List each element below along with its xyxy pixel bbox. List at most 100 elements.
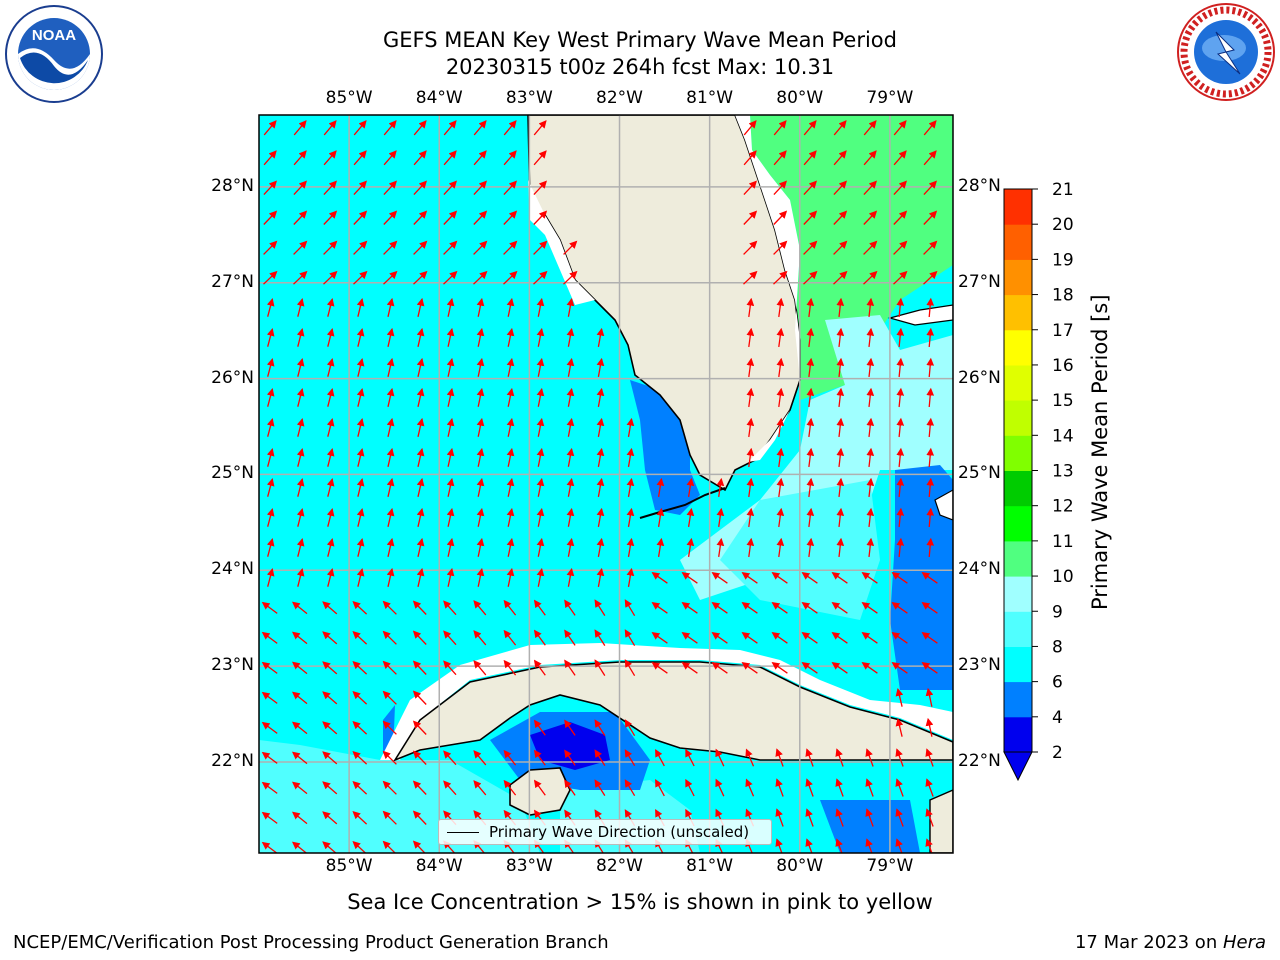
wave-arrow <box>594 629 606 646</box>
wave-arrow <box>716 537 725 557</box>
wave-arrow <box>801 662 818 674</box>
wave-arrow <box>564 749 576 766</box>
wave-arrow <box>356 568 365 587</box>
colorbar-segment <box>1004 576 1032 612</box>
wave-arrow <box>356 448 365 467</box>
wave-arrow <box>596 327 605 348</box>
lat-label-right: 22°N <box>958 750 1001 771</box>
wave-arrow <box>503 659 517 676</box>
wave-arrow <box>803 270 818 285</box>
wave-arrow <box>323 120 337 136</box>
wave-arrow <box>656 507 665 528</box>
wave-arrow <box>382 600 397 615</box>
wave-arrow <box>746 507 755 527</box>
wave-arrow <box>326 538 335 557</box>
wave-arrow <box>865 748 874 767</box>
noaa-logo-text: NOAA <box>32 27 76 44</box>
lon-label-top: 79°W <box>866 88 914 108</box>
wave-arrow <box>835 748 844 767</box>
wave-arrow <box>473 660 487 676</box>
wave-arrow <box>835 838 843 853</box>
wave-arrow <box>716 507 725 527</box>
wave-arrow <box>563 270 578 285</box>
wave-arrow <box>413 270 428 285</box>
colorbar <box>1003 188 1033 782</box>
wave-arrow <box>746 447 755 467</box>
wave-arrow <box>711 602 728 614</box>
colorbar-tick-label: 13 <box>1052 462 1074 482</box>
wave-arrow <box>715 748 725 767</box>
wave-arrow <box>291 811 308 825</box>
wave-arrow <box>776 387 785 407</box>
wave-arrow <box>386 507 395 527</box>
wave-arrow <box>925 808 934 827</box>
wave-arrow <box>566 537 575 557</box>
wave-arrow <box>773 150 787 166</box>
wave-arrow <box>506 537 515 557</box>
wave-arrow <box>891 602 908 614</box>
wave-arrow <box>386 537 395 557</box>
wave-arrow <box>322 811 338 825</box>
wave-arrow <box>831 632 848 644</box>
colorbar-segment <box>1004 435 1032 471</box>
wave-arrow <box>836 327 845 347</box>
wave-arrow <box>863 180 877 196</box>
wave-arrow <box>923 270 938 285</box>
wave-arrow <box>536 357 545 377</box>
wave-arrow <box>835 808 844 827</box>
wave-arrow <box>352 631 368 645</box>
wave-arrow <box>446 387 455 407</box>
wave-arrow <box>503 749 517 766</box>
wave-arrow <box>564 599 576 616</box>
wave-arrow <box>356 298 365 317</box>
contour-region-blue-flkeys <box>630 380 700 515</box>
wave-arrow <box>626 567 635 588</box>
wave-arrow <box>711 662 728 674</box>
wave-arrow <box>413 180 427 196</box>
wave-arrow <box>446 447 455 467</box>
wave-arrow <box>865 778 874 797</box>
wave-arrow <box>563 240 578 255</box>
wave-arrow <box>382 720 397 735</box>
lat-label-left: 23°N <box>211 655 254 676</box>
lat-label-right: 23°N <box>958 655 1001 676</box>
wave-arrow <box>443 210 458 225</box>
wave-arrow <box>353 150 367 166</box>
wave-arrow <box>833 150 847 166</box>
wave-arrow <box>473 750 487 766</box>
wave-arrow <box>413 240 428 255</box>
colorbar-label: Primary Wave Mean Period [s] <box>1088 294 1112 610</box>
wave-arrow <box>263 180 277 196</box>
colorbar-tick-label: 6 <box>1052 673 1063 693</box>
wave-arrow <box>861 662 878 674</box>
legend-line-sample <box>447 831 479 833</box>
colorbar-segment <box>1004 646 1032 683</box>
wave-arrow <box>473 210 488 225</box>
wave-arrow <box>805 748 814 767</box>
wave-arrow <box>383 150 397 166</box>
wave-arrow <box>746 297 755 317</box>
wave-arrow <box>356 358 365 377</box>
wave-arrow <box>776 417 785 437</box>
wave-arrow <box>533 150 547 166</box>
wave-arrow <box>383 180 397 196</box>
lat-label-right: 28°N <box>958 175 1001 196</box>
wave-arrow <box>476 447 485 467</box>
credit-text: NCEP/EMC/Verification Post Processing Pr… <box>13 932 609 953</box>
wave-arrow <box>476 567 485 587</box>
wave-arrow <box>416 477 425 497</box>
wave-arrow <box>266 388 275 407</box>
wave-arrow <box>476 357 485 377</box>
wave-arrow <box>896 417 905 438</box>
chart-subtitle: 20230315 t00z 264h fcst Max: 10.31 <box>445 55 835 79</box>
wave-arrow <box>771 602 788 614</box>
wave-arrow <box>536 477 545 497</box>
wave-arrow <box>353 210 368 225</box>
wave-arrow <box>322 661 338 675</box>
wave-arrow <box>296 508 305 527</box>
machine-name: Hera <box>1222 932 1266 953</box>
wave-arrow <box>386 327 395 347</box>
wave-arrow <box>326 448 335 467</box>
wave-arrow <box>866 507 875 527</box>
wave-arrow <box>296 538 305 557</box>
